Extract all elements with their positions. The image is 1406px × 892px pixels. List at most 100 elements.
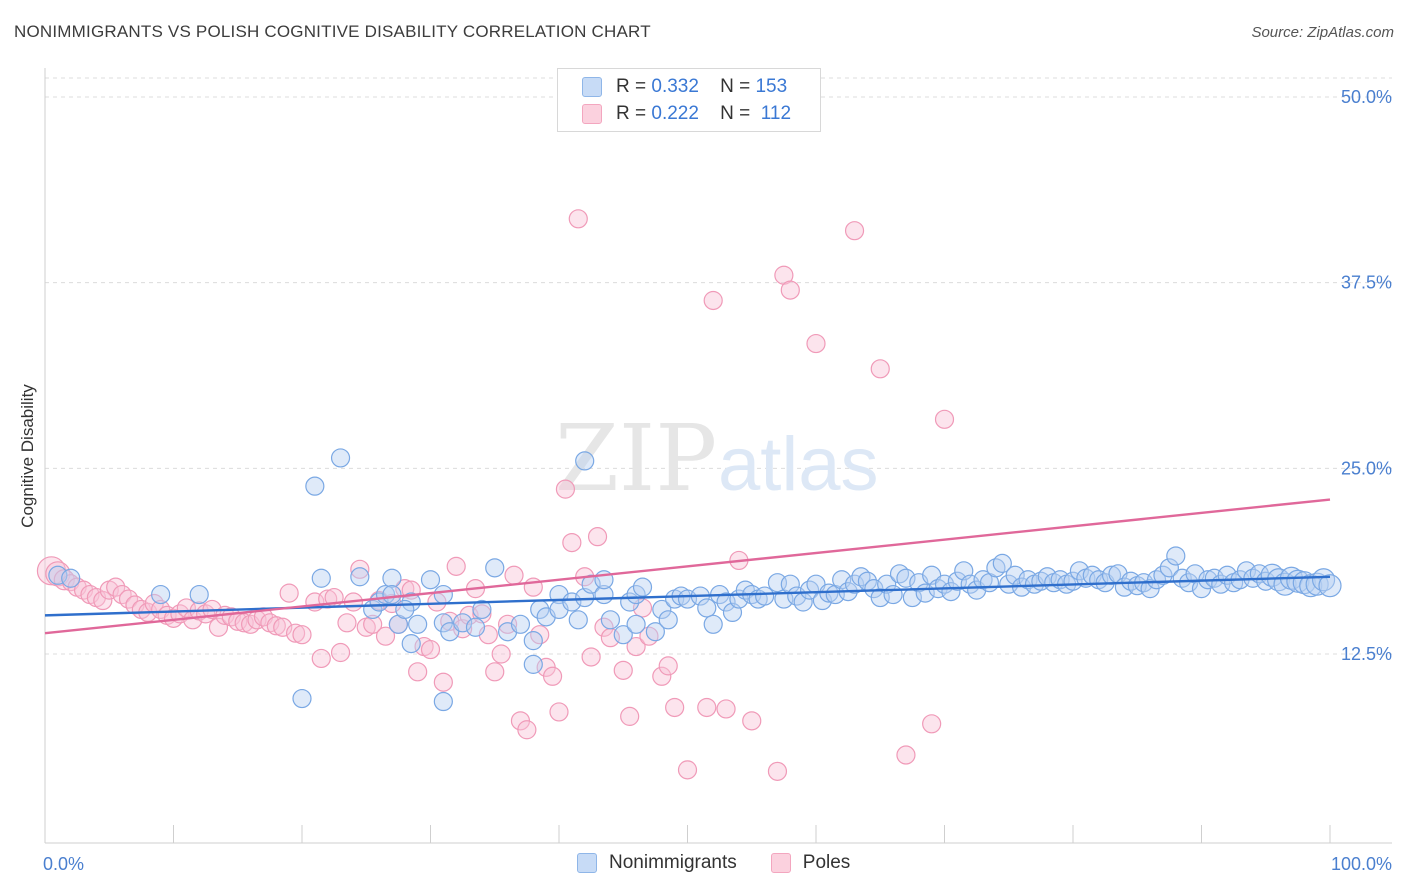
poles-point — [658, 656, 678, 676]
poles-point — [311, 648, 331, 669]
poles-point — [93, 590, 113, 611]
y-tick-label: 12.5% — [1341, 644, 1392, 664]
x-tick-label: 0.0% — [43, 854, 84, 874]
nonimmigrants-point — [877, 574, 897, 594]
nonimmigrants-point — [408, 614, 428, 634]
poles-point — [703, 290, 723, 311]
poles-point — [870, 359, 890, 379]
nonimmigrants-point — [472, 599, 492, 620]
nonimmigrants-point — [626, 614, 646, 634]
nonimmigrants-point — [883, 584, 903, 605]
poles-point — [491, 644, 511, 664]
n-value: 112 — [760, 103, 792, 124]
poles-point — [266, 616, 286, 636]
pink-swatch-icon — [770, 853, 791, 873]
poles-point — [504, 565, 524, 585]
nonimmigrants-point — [652, 599, 672, 620]
poles-point — [292, 625, 312, 645]
poles-point — [485, 662, 505, 682]
legend-label: Nonimmigrants — [609, 852, 737, 873]
legend-item-poles[interactable]: Poles — [770, 852, 850, 874]
poles-point — [568, 209, 588, 229]
poles-point — [896, 745, 916, 765]
poles-point — [806, 333, 826, 354]
poles-point — [375, 626, 396, 646]
series-legend: Nonimmigrants Poles — [577, 852, 884, 874]
poles-point — [562, 532, 582, 553]
n-value: 153 — [755, 76, 788, 97]
nonimmigrants-point — [433, 691, 453, 712]
stats-legend: R = 0.332 N = 153 R = 0.222 N = 112 — [557, 68, 821, 132]
tick-labels: 12.5% 25.0% 37.5% 50.0% 0.0% 100.0% — [43, 87, 1392, 874]
poles-point — [350, 559, 370, 579]
watermark: ZIP atlas — [555, 405, 879, 512]
nonimmigrants-point — [1318, 574, 1342, 598]
poles-point — [420, 639, 441, 660]
poles-point — [594, 617, 614, 637]
nonimmigrants-point — [523, 631, 543, 651]
chart-title: NONIMMIGRANTS VS POLISH COGNITIVE DISABI… — [14, 22, 651, 41]
nonimmigrants-point — [401, 592, 421, 612]
nonimmigrants-point — [523, 654, 543, 674]
nonimmigrants-point — [311, 568, 331, 588]
y-tick-label: 50.0% — [1341, 87, 1392, 107]
poles-point — [446, 556, 466, 576]
nonimmigrants-point — [1260, 563, 1284, 587]
r-label: R = — [616, 76, 647, 97]
nonimmigrants-point — [1069, 561, 1090, 581]
nonimmigrants-point — [896, 568, 916, 588]
poles-point — [697, 697, 717, 718]
poles-point — [677, 760, 698, 780]
nonimmigrants-point — [382, 584, 402, 605]
nonimmigrants-point — [992, 553, 1012, 573]
r-label: R = — [616, 103, 647, 124]
nonimmigrants-point — [1153, 565, 1173, 585]
nonimmigrants-point — [485, 558, 505, 578]
n-label: N = — [720, 103, 751, 124]
nonimmigrants-point — [600, 610, 621, 630]
poles-point — [613, 660, 633, 680]
nonimmigrants-point — [832, 570, 852, 590]
poles-point — [555, 479, 576, 499]
y-tick-label: 37.5% — [1341, 273, 1392, 293]
nonimmigrants-point — [1305, 572, 1329, 596]
nonimmigrants-point — [305, 476, 325, 496]
nonimmigrants-point — [568, 610, 588, 630]
poles-point — [581, 647, 601, 667]
nonimmigrants-point — [151, 584, 171, 605]
poles-point — [665, 697, 685, 718]
nonimmigrants-point — [562, 592, 582, 612]
poles-point — [844, 221, 865, 241]
poles-point — [408, 662, 428, 682]
nonimmigrants-point — [330, 448, 351, 468]
nonimmigrants-point — [613, 625, 633, 645]
poles-point — [587, 527, 608, 547]
poles-point — [767, 761, 788, 781]
r-value: 0.222 — [651, 103, 699, 124]
nonimmigrants-point — [292, 688, 312, 709]
nonimmigrants-point — [1159, 558, 1179, 578]
nonimmigrants-trend-line — [44, 575, 1331, 617]
poles-point — [780, 280, 800, 300]
poles-point — [433, 672, 453, 692]
nonimmigrants-point — [401, 634, 421, 654]
nonimmigrants-point — [645, 622, 665, 642]
poles-point — [517, 720, 537, 740]
nonimmigrants-point — [626, 584, 646, 605]
watermark-zip: ZIP — [555, 405, 717, 512]
legend-item-nonimmigrants[interactable]: Nonimmigrants — [577, 852, 737, 874]
pink-swatch-icon — [582, 104, 602, 124]
legend-row-nonimmigrants: R = 0.332 N = 153 — [582, 75, 787, 99]
nonimmigrants-point — [453, 613, 473, 633]
x-tick-label: 100.0% — [1331, 854, 1392, 874]
nonimmigrants-point — [420, 570, 441, 590]
poles-point — [742, 711, 762, 731]
poles-point — [549, 702, 569, 722]
nonimmigrants-point — [465, 617, 486, 637]
nonimmigrants-point — [697, 598, 717, 618]
poles-point — [208, 617, 229, 637]
poles-point — [106, 577, 126, 597]
poles-point — [337, 613, 357, 633]
r-value: 0.332 — [651, 76, 699, 97]
